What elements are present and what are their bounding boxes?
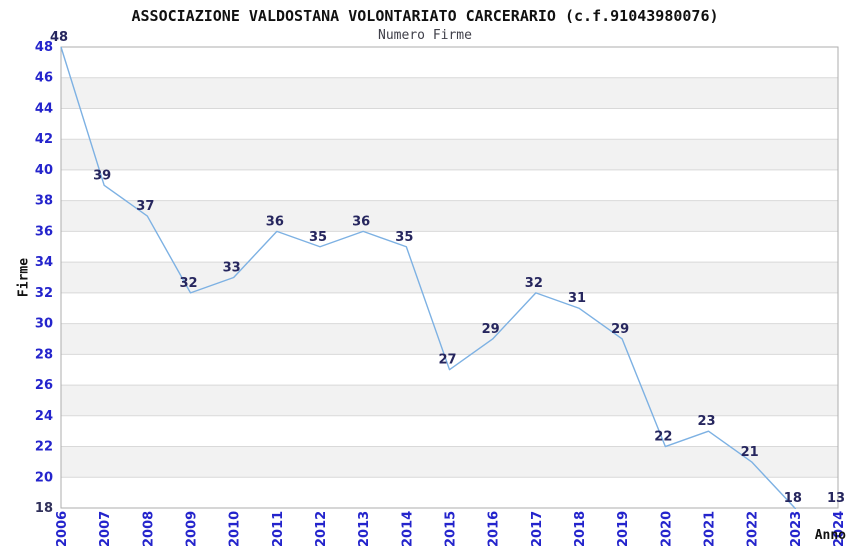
plot-band	[61, 108, 838, 140]
x-tick-label: 2011	[271, 511, 286, 547]
x-tick-label: 2013	[357, 511, 372, 547]
plot-area	[60, 46, 839, 509]
y-tick-label: 42	[35, 132, 53, 147]
x-tick-label: 2009	[185, 511, 200, 547]
x-tick-label: 2022	[746, 511, 761, 547]
x-tick-label: 2015	[444, 511, 459, 547]
data-point-label: 27	[438, 353, 456, 368]
plot-band	[61, 231, 838, 263]
data-point-label: 36	[266, 214, 284, 229]
x-tick-label: 2012	[314, 511, 329, 547]
y-tick-label: 20	[35, 470, 53, 485]
x-tick-label: 2008	[141, 511, 156, 547]
y-tick-label: 44	[35, 101, 53, 116]
plot-band	[61, 415, 838, 447]
plot-band	[61, 385, 838, 416]
plot-band	[61, 446, 838, 478]
chart-subtitle: Numero Firme	[378, 28, 472, 43]
data-point-label: 48	[50, 30, 68, 45]
data-point-label: 36	[352, 214, 370, 229]
x-tick-label: 2007	[98, 511, 113, 547]
x-axis-title: Anno	[814, 528, 846, 543]
plot-band	[61, 323, 838, 355]
chart-title: ASSOCIAZIONE VALDOSTANA VOLONTARIATO CAR…	[131, 7, 719, 25]
data-point-label: 39	[93, 168, 111, 183]
data-point-label: 31	[568, 291, 586, 306]
data-point-label: 29	[482, 322, 500, 337]
x-tick-label: 2017	[530, 511, 545, 547]
data-point-label: 32	[525, 276, 543, 291]
data-point-label: 32	[179, 276, 197, 291]
data-point-label: 33	[223, 261, 241, 276]
data-point-label: 35	[309, 230, 327, 245]
x-tick-label: 2016	[487, 511, 502, 547]
plot-band	[61, 292, 838, 324]
data-point-label: 22	[654, 430, 672, 445]
x-tick-label: 2010	[228, 511, 243, 547]
y-tick-label: 36	[35, 224, 53, 239]
y-tick-label: 18	[35, 501, 53, 516]
plot-band	[61, 169, 838, 201]
y-tick-label: 46	[35, 71, 53, 86]
y-tick-label: 38	[35, 194, 53, 209]
y-tick-label: 48	[35, 40, 53, 55]
data-point-label: 21	[741, 445, 759, 460]
plot-band	[61, 477, 838, 508]
data-point-label: 18	[784, 491, 802, 506]
x-tick-label: 2014	[400, 511, 415, 547]
plot-band	[61, 139, 838, 170]
y-tick-label: 24	[35, 409, 53, 424]
x-tick-label: 2021	[703, 511, 718, 547]
plot-band	[61, 47, 838, 78]
plot-band	[61, 77, 838, 109]
data-point-label: 35	[395, 230, 413, 245]
y-tick-label: 28	[35, 347, 53, 362]
series-line	[60, 46, 797, 509]
y-axis-title: Firme	[16, 257, 32, 298]
y-tick-label: 34	[35, 255, 53, 270]
data-point-label: 37	[136, 199, 154, 214]
y-tick-label: 22	[35, 440, 53, 455]
x-tick-label: 2019	[616, 511, 631, 547]
data-point-label: 23	[697, 414, 715, 429]
x-tick-label: 2020	[659, 511, 674, 547]
y-tick-label: 40	[35, 163, 53, 178]
plot-band	[61, 200, 838, 232]
x-tick-label: 2006	[55, 511, 70, 547]
y-tick-label: 30	[35, 317, 53, 332]
y-tick-label: 26	[35, 378, 53, 393]
x-tick-label: 2018	[573, 511, 588, 547]
y-tick-label: 32	[35, 286, 53, 301]
data-point-label: 29	[611, 322, 629, 337]
plot-band	[61, 262, 838, 293]
data-point-label: 13	[827, 491, 845, 506]
x-tick-label: 2023	[789, 511, 804, 547]
x-tick-label: 2024	[832, 511, 847, 547]
